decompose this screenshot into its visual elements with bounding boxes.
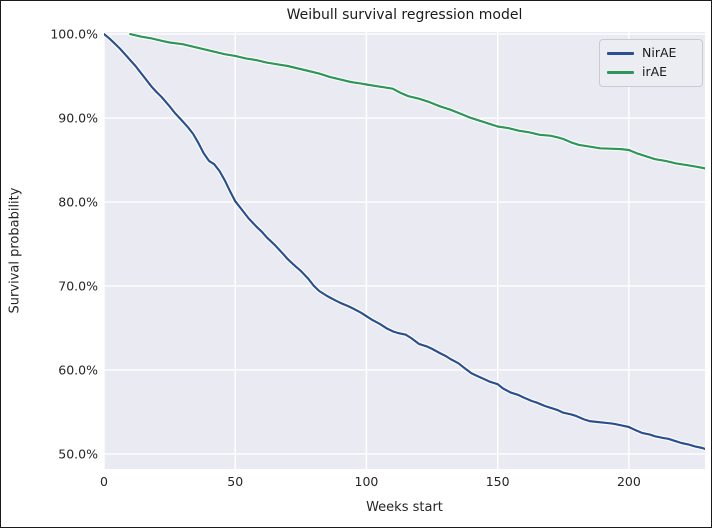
y-tick-label-90.0%: 90.0%	[58, 110, 98, 126]
x-axis-label: Weeks start	[366, 500, 443, 515]
y-tick-label-50.0%: 50.0%	[58, 446, 98, 462]
curve-nirae	[104, 32, 705, 450]
x-tick-labels: 0 50 100 150 200	[1, 474, 711, 490]
plot-area	[104, 32, 705, 469]
y-tick-label-100.0%: 100.0%	[50, 26, 98, 42]
legend-label-irae: irAE	[642, 64, 668, 80]
y-tick-labels: 100.0% 90.0% 80.0% 70.0% 60.0% 50.0%	[1, 1, 98, 527]
x-tick-label-0: 0	[100, 474, 108, 489]
x-tick-label-100: 100	[354, 474, 379, 489]
x-tick-label-150: 150	[485, 474, 510, 489]
plot-canvas	[104, 32, 705, 469]
plot-bg	[104, 32, 705, 469]
legend-label-nirae: NirAE	[642, 45, 677, 61]
legend-swatch-irae-line-icon	[607, 71, 634, 74]
legend-item-nirae: NirAE	[607, 44, 694, 63]
y-tick-label-70.0%: 70.0%	[58, 278, 98, 294]
y-tick-label-80.0%: 80.0%	[58, 194, 98, 210]
x-tick-label-50: 50	[227, 474, 244, 489]
legend-swatch-nirae-line-icon	[607, 52, 634, 55]
x-tick-label-200: 200	[616, 474, 641, 489]
curve-irae	[129, 32, 705, 170]
chart-title: Weibull survival regression model	[286, 7, 523, 23]
legend-item-irae: irAE	[607, 63, 694, 82]
legend: NirAE irAE	[599, 39, 703, 87]
y-tick-label-60.0%: 60.0%	[58, 362, 98, 378]
